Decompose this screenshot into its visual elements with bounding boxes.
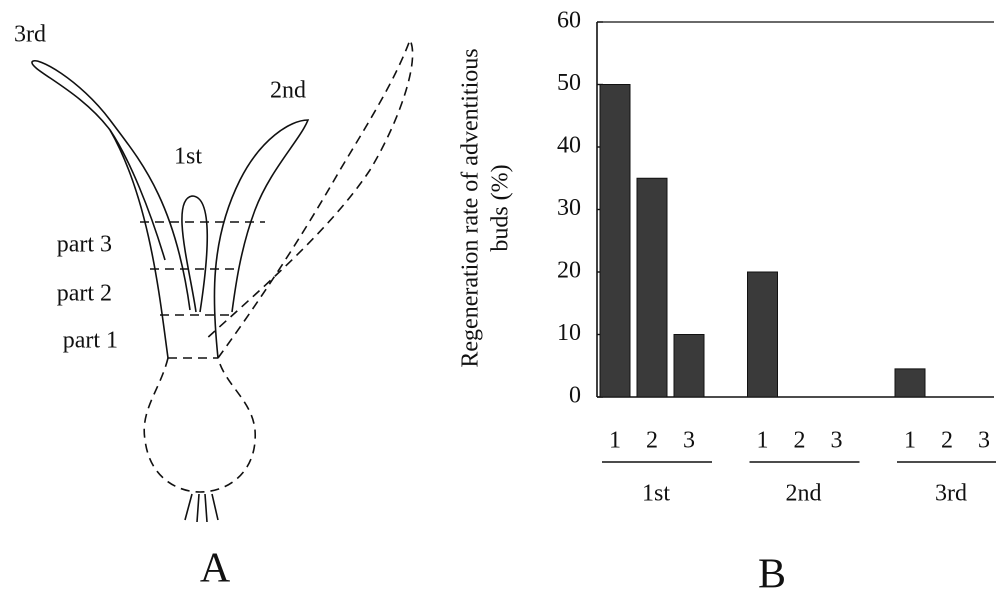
leaf-outline bbox=[32, 61, 190, 358]
x-tick-label: 2 bbox=[794, 428, 806, 454]
x-tick-label: 1 bbox=[609, 428, 621, 454]
x-tick-label: 3 bbox=[831, 428, 843, 454]
group-label: 2nd bbox=[786, 481, 822, 507]
group-label: 1st bbox=[642, 481, 670, 507]
bar bbox=[674, 335, 704, 398]
y-tick-label: 0 bbox=[569, 383, 581, 409]
bar bbox=[637, 178, 667, 397]
y-tick-label: 10 bbox=[557, 320, 581, 346]
y-axis-label: buds (%) bbox=[488, 164, 514, 251]
panel-label: A bbox=[200, 546, 231, 592]
leaf-label: 1st bbox=[174, 144, 202, 170]
dashed-leaf bbox=[205, 40, 413, 358]
y-tick-label: 20 bbox=[557, 258, 581, 284]
bar bbox=[600, 85, 630, 398]
leaf-label: 3rd bbox=[14, 22, 46, 48]
y-tick-label: 40 bbox=[557, 133, 581, 159]
leaf-outline bbox=[182, 196, 207, 312]
x-tick-label: 2 bbox=[646, 428, 658, 454]
roots bbox=[185, 494, 218, 522]
leaf-label: 2nd bbox=[270, 78, 306, 104]
x-tick-label: 3 bbox=[978, 428, 990, 454]
x-tick-label: 1 bbox=[757, 428, 769, 454]
part-label: part 3 bbox=[57, 232, 112, 258]
x-tick-label: 3 bbox=[683, 428, 695, 454]
leaf-outline bbox=[214, 120, 308, 358]
bar bbox=[895, 369, 925, 397]
x-tick-label: 2 bbox=[941, 428, 953, 454]
part-label: part 2 bbox=[57, 281, 112, 307]
figure: 3rd 2nd 1st part 3 part 2 part 1 A B Reg… bbox=[0, 0, 996, 594]
group-label: 3rd bbox=[935, 481, 967, 507]
diagram: 3rd 2nd 1st part 3 part 2 part 1 A bbox=[14, 22, 413, 592]
x-tick-label: 1 bbox=[904, 428, 916, 454]
y-tick-label: 50 bbox=[557, 70, 581, 96]
panel-label: B bbox=[758, 552, 786, 594]
part-label: part 1 bbox=[63, 328, 118, 354]
bar bbox=[748, 272, 778, 397]
y-axis-label: Regeneration rate of adventitious bbox=[458, 48, 484, 367]
y-tick-label: 30 bbox=[557, 195, 581, 221]
bulb bbox=[144, 358, 255, 492]
y-tick-label: 60 bbox=[557, 8, 581, 34]
